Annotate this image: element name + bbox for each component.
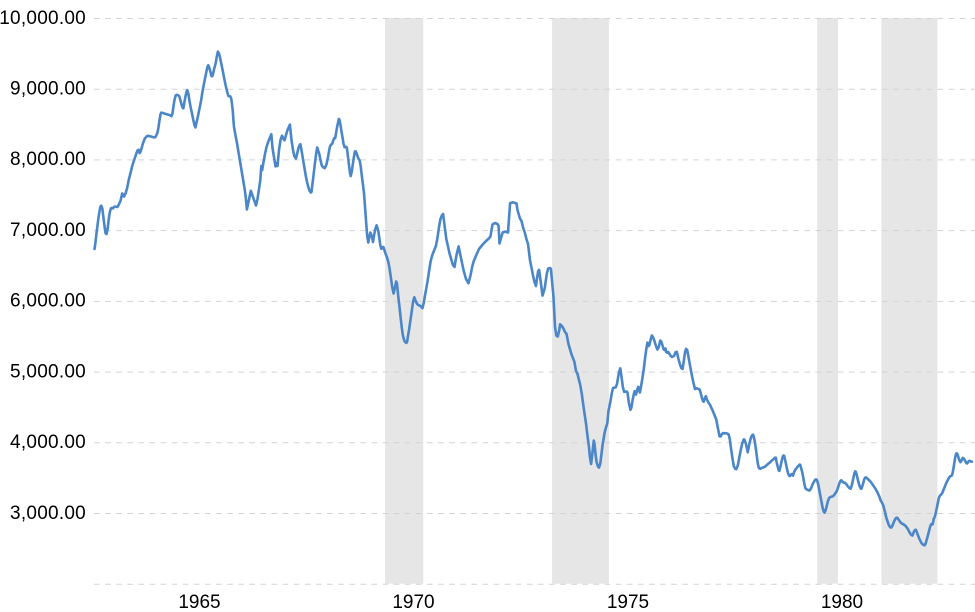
svg-text:5,000.00: 5,000.00 (10, 361, 86, 382)
svg-text:1975: 1975 (607, 592, 649, 612)
svg-text:1970: 1970 (392, 592, 434, 612)
svg-text:4,000.00: 4,000.00 (10, 432, 86, 453)
svg-text:1965: 1965 (178, 592, 220, 612)
svg-text:3,000.00: 3,000.00 (10, 503, 86, 524)
svg-text:10,000.00: 10,000.00 (0, 8, 86, 29)
svg-text:1980: 1980 (821, 592, 863, 612)
svg-text:7,000.00: 7,000.00 (10, 220, 86, 241)
svg-text:8,000.00: 8,000.00 (10, 149, 86, 170)
svg-text:9,000.00: 9,000.00 (10, 79, 86, 100)
svg-text:6,000.00: 6,000.00 (10, 291, 86, 312)
